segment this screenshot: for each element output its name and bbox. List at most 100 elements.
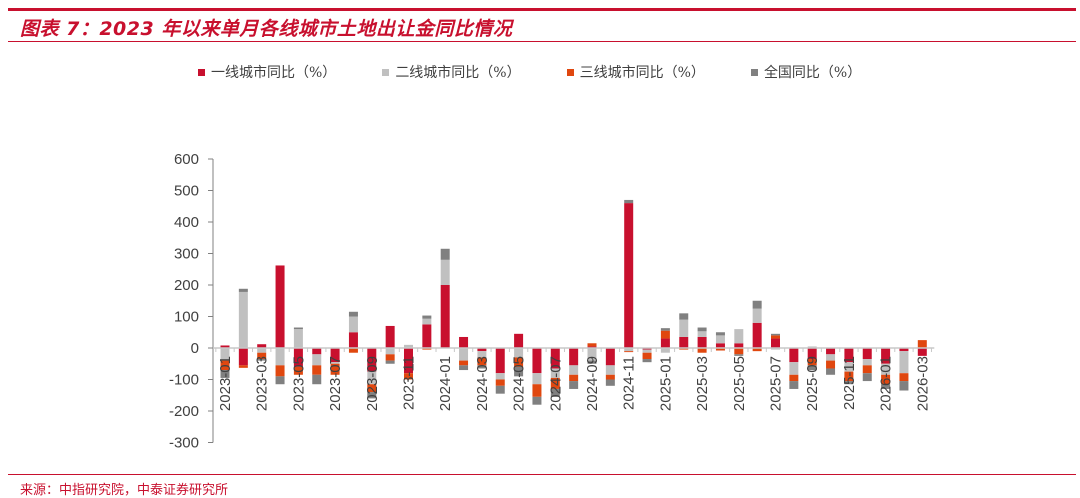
bar-segment bbox=[477, 351, 487, 358]
bar-segment bbox=[293, 329, 303, 348]
bar-segment bbox=[660, 330, 670, 339]
bar-segment bbox=[660, 328, 670, 331]
bar-segment bbox=[697, 327, 707, 332]
bar-segment bbox=[587, 360, 597, 364]
bar-segment bbox=[752, 348, 762, 352]
bar-segment bbox=[459, 365, 469, 371]
x-tick-label: 2026-01 bbox=[878, 356, 895, 411]
bar-segment bbox=[771, 335, 780, 339]
legend-swatch-tier3 bbox=[566, 68, 574, 76]
bar-segment bbox=[440, 248, 450, 260]
bar-segment bbox=[807, 365, 817, 371]
bar-segment bbox=[495, 348, 505, 374]
x-tick-label: 2023-05 bbox=[290, 356, 307, 411]
x-tick-label: 2024-03 bbox=[474, 356, 491, 411]
bar-segment bbox=[312, 374, 322, 385]
bar-segment bbox=[697, 331, 707, 337]
bar-segment bbox=[715, 348, 725, 351]
bar-segment bbox=[348, 316, 358, 333]
bar-segment bbox=[293, 327, 303, 330]
x-tick-label: 2023-09 bbox=[364, 356, 381, 411]
bar-segment bbox=[532, 348, 542, 374]
bar-segment bbox=[715, 343, 725, 348]
bar-segment bbox=[495, 379, 505, 386]
legend-item-tier1: 一线城市同比（%） bbox=[198, 62, 336, 82]
bar-segment bbox=[771, 333, 780, 336]
bar-segment bbox=[459, 360, 469, 366]
bar-segment bbox=[862, 373, 872, 382]
bar-segment bbox=[440, 259, 450, 285]
bar-segment bbox=[514, 348, 524, 358]
bar-segment bbox=[367, 348, 377, 372]
bar-segment bbox=[569, 365, 579, 375]
bar-segment bbox=[422, 348, 432, 350]
bar-segment bbox=[550, 388, 560, 397]
bar-segment bbox=[807, 348, 817, 360]
bar-segment bbox=[881, 363, 891, 375]
bar-segment bbox=[348, 311, 358, 317]
bar-segment bbox=[881, 348, 891, 364]
source-note: 来源：中指研究院，中泰证券研究所 bbox=[20, 483, 229, 498]
bar-segment bbox=[899, 381, 909, 391]
y-tick-label: 400 bbox=[174, 214, 199, 231]
bar-segment bbox=[844, 381, 854, 385]
bar-segment bbox=[679, 319, 689, 337]
bar-segment bbox=[257, 344, 267, 348]
x-tick-label: 2024-11 bbox=[621, 356, 638, 410]
bar-segment bbox=[605, 348, 615, 366]
x-tick-label: 2024-05 bbox=[511, 356, 528, 411]
bar-segment bbox=[275, 265, 285, 348]
bar-segment bbox=[679, 348, 689, 350]
bar-segment bbox=[881, 374, 891, 385]
bar-segment bbox=[477, 348, 487, 352]
bar-segment bbox=[826, 348, 836, 355]
x-tick-label: 2024-07 bbox=[547, 356, 564, 411]
bar-segment bbox=[238, 348, 248, 366]
x-tick-label: 2026-03 bbox=[914, 356, 931, 411]
bar-segment bbox=[385, 360, 395, 364]
bar-segment bbox=[679, 313, 689, 320]
bar-segment bbox=[440, 285, 450, 348]
bar-segment bbox=[715, 332, 725, 336]
bar-segment bbox=[605, 379, 615, 386]
bar-segment bbox=[385, 354, 395, 361]
bar-segment bbox=[807, 359, 817, 366]
legend-label-national: 全国同比（%） bbox=[763, 65, 862, 81]
bar-segment bbox=[752, 322, 762, 348]
bar-segment bbox=[917, 348, 927, 356]
bar-segment bbox=[789, 348, 799, 363]
bar-segment bbox=[899, 351, 909, 374]
bar-segment bbox=[642, 352, 652, 360]
bar-segment bbox=[771, 338, 780, 348]
title-top-rule bbox=[8, 8, 1076, 11]
bar-segment bbox=[550, 348, 560, 369]
bar-segment bbox=[752, 308, 762, 323]
y-tick-label: 500 bbox=[174, 183, 199, 200]
bar-segment bbox=[385, 348, 395, 355]
bar-segment bbox=[459, 348, 469, 361]
legend-swatch-tier1 bbox=[198, 68, 205, 76]
bar-segment bbox=[348, 332, 358, 348]
bar-segment bbox=[587, 343, 597, 347]
bar-segment bbox=[789, 374, 799, 382]
source-rule bbox=[8, 474, 1076, 475]
bar-segment bbox=[275, 365, 285, 377]
x-tick-label: 2024-01 bbox=[437, 356, 454, 411]
bar-segment bbox=[899, 348, 909, 352]
bar-segment bbox=[660, 338, 670, 348]
bar-segment bbox=[679, 336, 689, 348]
bar-segment bbox=[624, 203, 634, 348]
bar-segment bbox=[330, 363, 340, 375]
bar-segment bbox=[715, 335, 725, 344]
bar-segment bbox=[404, 348, 413, 374]
bar-segment bbox=[771, 348, 780, 350]
bar-segment bbox=[514, 366, 524, 377]
bar-segment bbox=[624, 199, 634, 204]
bar-segment bbox=[807, 346, 817, 348]
bar-segment bbox=[220, 345, 230, 348]
bar-segment bbox=[862, 348, 872, 360]
bar-segment bbox=[752, 300, 762, 309]
legend-label-tier3: 三线城市同比（%） bbox=[579, 65, 705, 81]
bar-segment bbox=[422, 315, 432, 319]
